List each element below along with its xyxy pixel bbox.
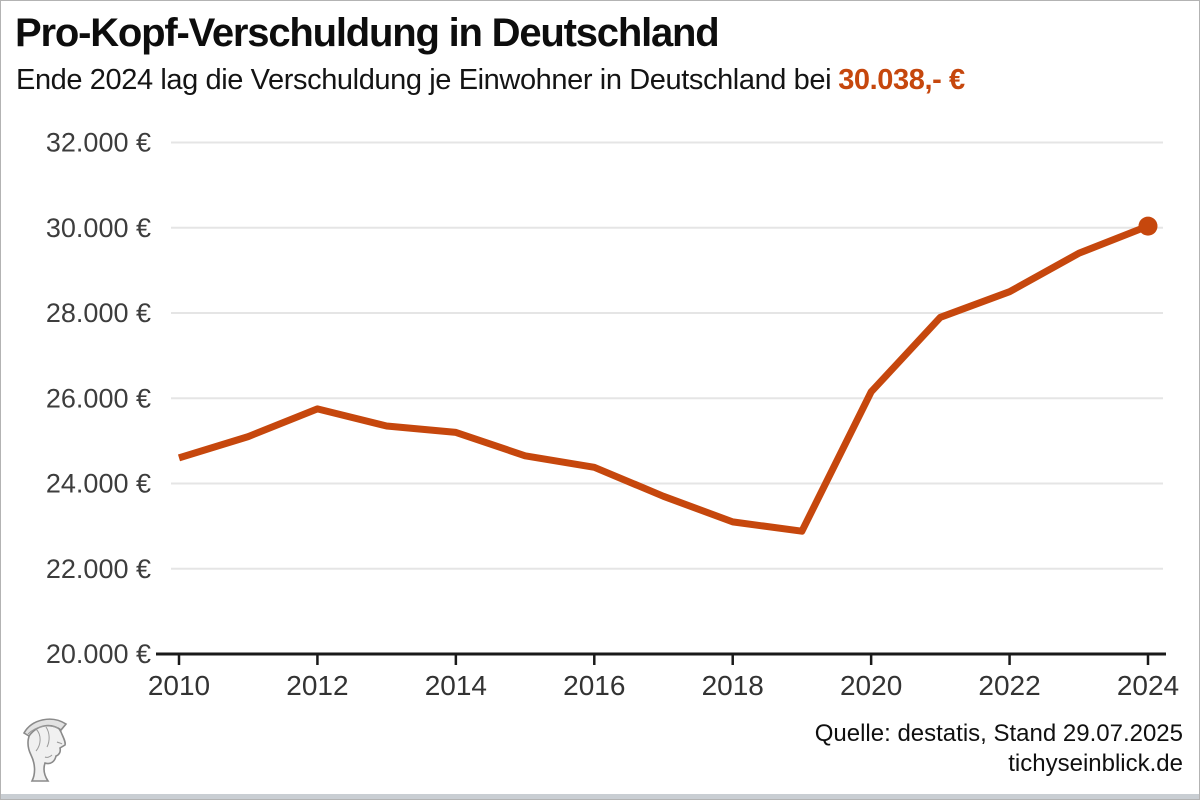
y-tick-label: 24.000 € [46,469,151,499]
x-tick-label: 2012 [286,670,348,701]
x-tick-label: 2024 [1117,670,1179,701]
x-tick-label: 2018 [702,670,764,701]
hermes-head-logo [22,718,68,782]
subtitle-text: Ende 2024 lag die Verschuldung je Einwoh… [16,64,832,96]
debt-series-line [177,222,1150,535]
x-tick-label: 2010 [148,670,210,701]
source-line: Quelle: destatis, Stand 29.07.2025 [814,720,1183,747]
last-point-marker [1138,216,1158,236]
x-tick-label: 2020 [840,670,902,701]
x-tick-label: 2014 [425,670,487,701]
source-attribution: Quelle: destatis, Stand 29.07.2025 tichy… [815,719,1183,779]
y-tick-label: 30.000 € [46,213,151,243]
page-title: Pro-Kopf-Verschuldung in Deutschland [15,11,720,55]
y-tick-label: 20.000 € [46,639,151,669]
y-tick-label: 28.000 € [46,298,151,328]
y-tick-label: 26.000 € [46,383,151,413]
y-tick-label: 32.000 € [46,128,151,158]
y-tick-label: 22.000 € [46,554,151,584]
chart-subtitle: Ende 2024 lag die Verschuldung je Einwoh… [16,64,1176,97]
x-tick-label: 2016 [563,670,625,701]
website-link[interactable]: tichyseinblick.de [1008,750,1183,777]
bottom-accent-bar [1,794,1199,799]
subtitle-highlight-value: 30.038,- € [838,64,965,96]
x-tick-label: 2022 [978,670,1040,701]
